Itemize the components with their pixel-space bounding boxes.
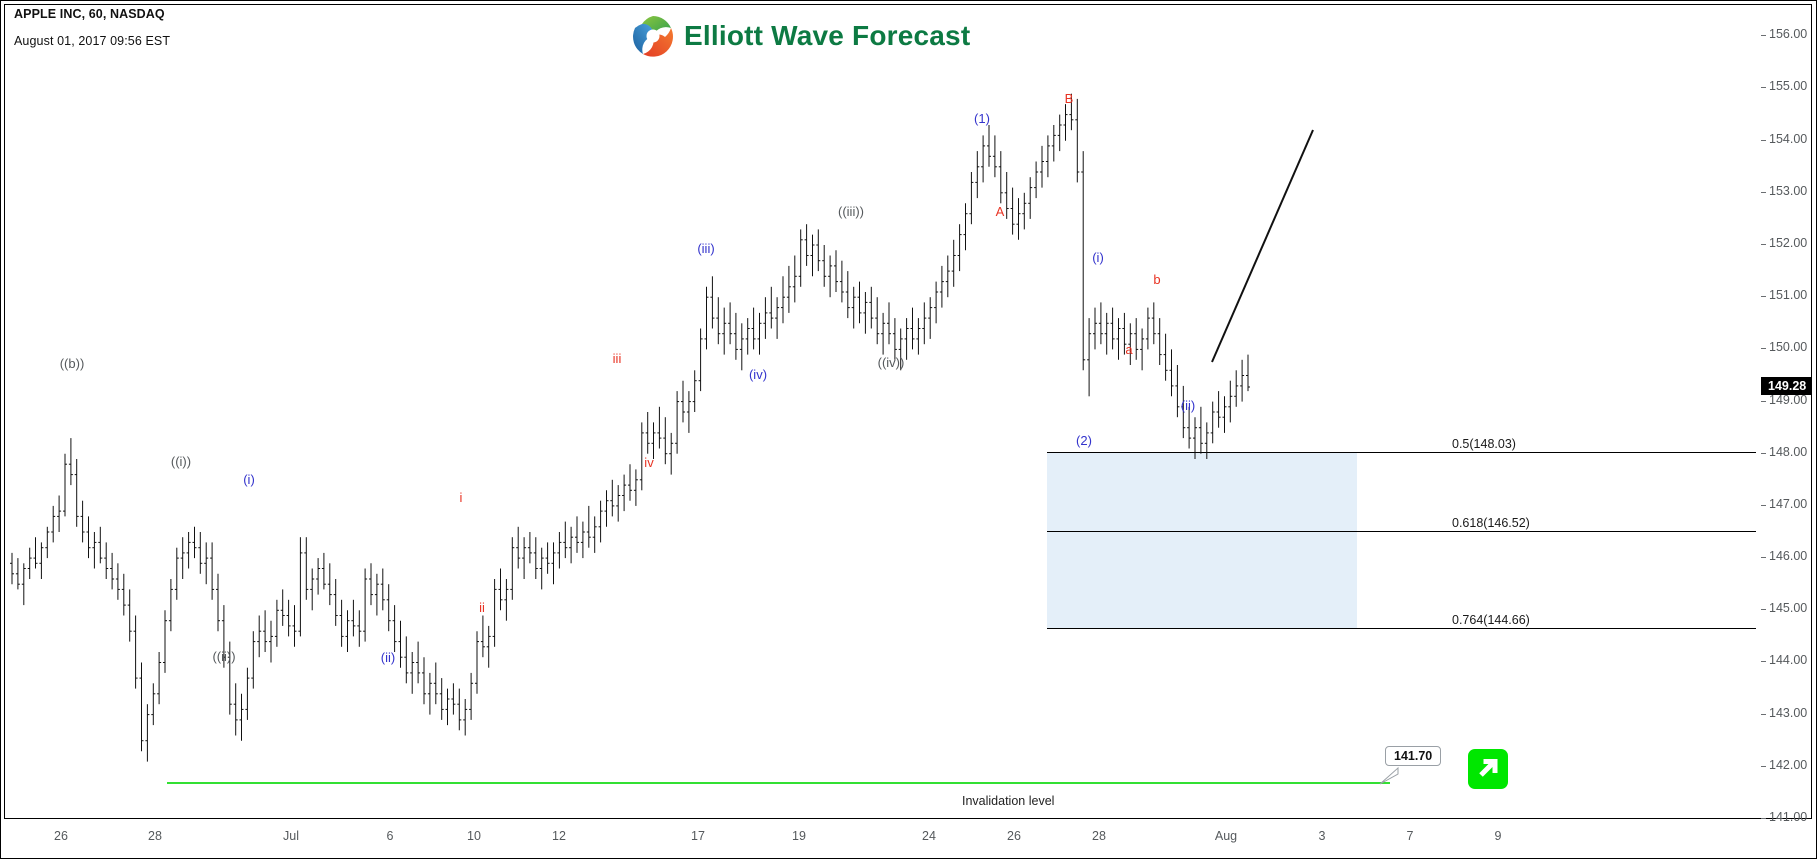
price-tick: 141.00 bbox=[1769, 810, 1808, 824]
wave-label: (i) bbox=[1092, 250, 1104, 265]
price-tick: 145.00 bbox=[1769, 601, 1808, 616]
price-tick: 153.00 bbox=[1769, 183, 1808, 198]
price-tick: 147.00 bbox=[1769, 496, 1808, 511]
fibonacci-label: 0.618(146.52) bbox=[1452, 515, 1530, 530]
fibonacci-line bbox=[1047, 628, 1756, 630]
wave-label: iv bbox=[644, 455, 654, 470]
price-tick: 155.00 bbox=[1769, 79, 1808, 94]
price-tick-mark bbox=[1761, 609, 1766, 611]
price-tick: 144.00 bbox=[1769, 653, 1808, 668]
date-tick: 24 bbox=[922, 829, 936, 843]
wave-label: (iv) bbox=[748, 367, 768, 382]
price-tick-mark bbox=[1761, 765, 1766, 767]
wave-label: iii bbox=[612, 351, 622, 366]
swirl-logo-icon bbox=[632, 15, 674, 57]
fibonacci-line bbox=[1047, 452, 1756, 454]
price-tick: 148.00 bbox=[1769, 444, 1808, 459]
date-tick: 28 bbox=[1092, 829, 1106, 843]
price-tick-mark bbox=[1761, 35, 1766, 37]
wave-label: (2) bbox=[1076, 433, 1092, 448]
wave-label: ((b)) bbox=[59, 356, 85, 371]
wave-label: (iii) bbox=[697, 241, 715, 256]
wave-label: ((iv)) bbox=[877, 355, 905, 370]
date-tick: 26 bbox=[54, 829, 68, 843]
plot-area-border bbox=[4, 4, 1812, 819]
callout-tail bbox=[1379, 767, 1399, 785]
price-tick-mark bbox=[1761, 818, 1766, 819]
wave-label: b bbox=[1153, 272, 1161, 287]
date-tick: 19 bbox=[792, 829, 806, 843]
fibonacci-label: 0.764(144.66) bbox=[1452, 613, 1530, 628]
price-tick-mark bbox=[1761, 557, 1766, 559]
price-tick-mark bbox=[1761, 713, 1766, 715]
wave-label: ii bbox=[479, 600, 485, 615]
chart-timestamp: August 01, 2017 09:56 EST bbox=[14, 34, 171, 48]
date-tick: 7 bbox=[1406, 829, 1414, 843]
date-tick: 17 bbox=[691, 829, 705, 843]
wave-label: (i) bbox=[243, 472, 255, 487]
fibonacci-line bbox=[1047, 530, 1756, 532]
price-tick: 142.00 bbox=[1769, 757, 1808, 772]
price-axis[interactable]: 156.00 155.00 154.00 153.00 152.00 151.00 150.… bbox=[1757, 4, 1813, 824]
date-tick: 12 bbox=[552, 829, 566, 843]
wave-label: ((i)) bbox=[170, 454, 192, 469]
price-tick: 150.00 bbox=[1769, 340, 1808, 355]
wave-label: (1) bbox=[974, 111, 990, 126]
price-tick: 152.00 bbox=[1769, 236, 1808, 251]
wave-label: ((ii)) bbox=[212, 649, 236, 664]
wave-label: i bbox=[459, 490, 463, 505]
wave-label: B bbox=[1064, 91, 1074, 106]
price-tick-mark bbox=[1761, 139, 1766, 141]
date-tick: 9 bbox=[1494, 829, 1502, 843]
price-tick: 151.00 bbox=[1769, 288, 1808, 303]
price-tick: 156.00 bbox=[1769, 27, 1808, 42]
date-tick: Jul bbox=[283, 829, 299, 843]
price-tick-mark bbox=[1761, 504, 1766, 506]
wave-label: a bbox=[1125, 342, 1133, 357]
price-tick: 149.00 bbox=[1769, 392, 1808, 407]
last-price-badge: 149.28 bbox=[1761, 376, 1812, 395]
date-tick: Aug bbox=[1214, 829, 1238, 843]
date-tick: 10 bbox=[467, 829, 481, 843]
price-tick-mark bbox=[1761, 191, 1766, 193]
price-tick-mark bbox=[1761, 400, 1766, 402]
date-tick: 26 bbox=[1007, 829, 1021, 843]
wave-label: ((iii)) bbox=[838, 204, 864, 219]
invalidation-price-callout: 141.70 bbox=[1385, 746, 1442, 767]
price-tick-mark bbox=[1761, 244, 1766, 246]
price-tick-mark bbox=[1761, 296, 1766, 298]
price-tick-mark bbox=[1761, 452, 1766, 454]
date-axis[interactable]: 26 28 Jul 6 10 12 17 19 24 26 28 Aug 3 7 9 bbox=[4, 820, 1813, 858]
arrow-up-right-icon[interactable] bbox=[1468, 749, 1508, 790]
price-tick-mark bbox=[1761, 661, 1766, 663]
price-tick: 143.00 bbox=[1769, 705, 1808, 720]
date-tick: 28 bbox=[148, 829, 162, 843]
brand-logo: Elliott Wave Forecast bbox=[632, 15, 970, 57]
fibonacci-label: 0.5(148.03) bbox=[1452, 437, 1516, 452]
price-tick-mark bbox=[1761, 87, 1766, 89]
price-tick-mark bbox=[1761, 348, 1766, 350]
invalidation-line bbox=[167, 782, 1390, 785]
wave-label: (ii) bbox=[1180, 398, 1196, 413]
fibonacci-zone bbox=[1047, 452, 1357, 629]
date-tick: 6 bbox=[386, 829, 394, 843]
brand-name: Elliott Wave Forecast bbox=[684, 20, 971, 51]
symbol-title: APPLE INC, 60, NASDAQ bbox=[14, 7, 165, 21]
wave-label: A bbox=[995, 204, 1005, 219]
invalidation-label: Invalidation level bbox=[962, 794, 1055, 809]
price-tick: 154.00 bbox=[1769, 131, 1808, 146]
wave-label: (ii) bbox=[380, 650, 396, 665]
date-tick: 3 bbox=[1318, 829, 1326, 843]
price-tick: 146.00 bbox=[1769, 549, 1808, 564]
